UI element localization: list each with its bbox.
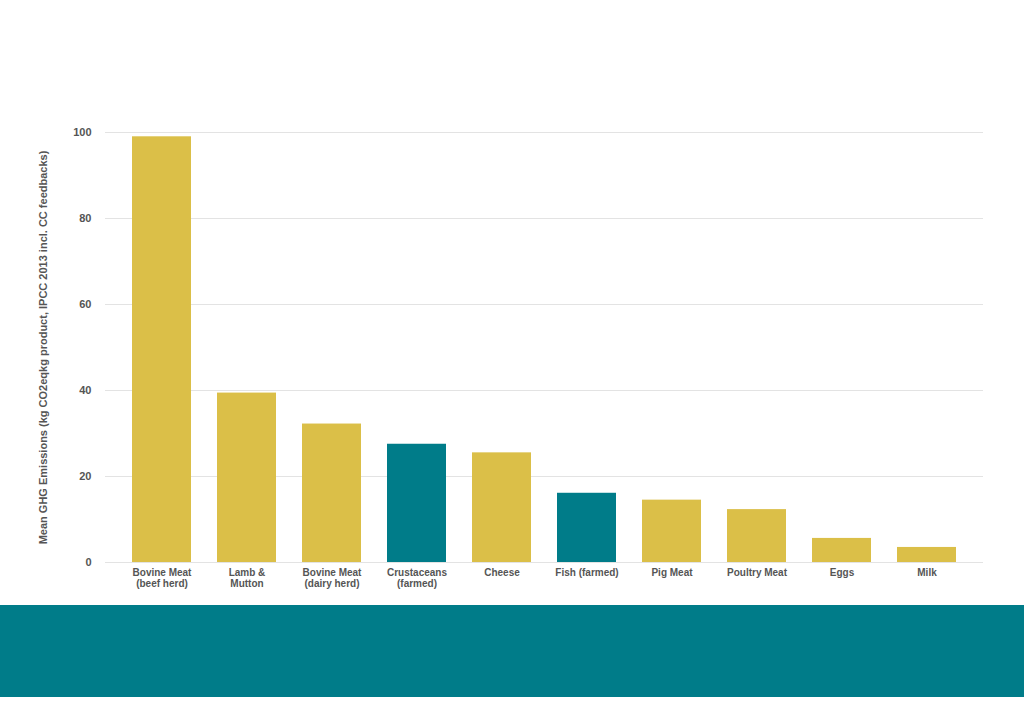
svg-text:20: 20 [79,470,91,482]
svg-text:Cheese: Cheese [484,567,520,578]
svg-text:Bovine Meat(beef herd): Bovine Meat(beef herd) [133,567,193,589]
svg-text:60: 60 [79,298,91,310]
svg-text:Lamb &Mutton: Lamb &Mutton [229,567,266,589]
svg-text:Mean GHG Emissions (kg CO2eqkg: Mean GHG Emissions (kg CO2eqkg product, … [37,150,49,544]
svg-text:Crustaceans(farmed): Crustaceans(farmed) [387,567,447,589]
svg-text:Eggs: Eggs [830,567,855,578]
svg-text:0: 0 [85,556,91,568]
svg-text:Fish (farmed): Fish (farmed) [555,567,618,578]
svg-text:100: 100 [73,126,91,138]
svg-text:Poultry Meat: Poultry Meat [727,567,788,578]
svg-text:Bovine Meat(dairy herd): Bovine Meat(dairy herd) [303,567,363,589]
svg-text:Pig Meat: Pig Meat [651,567,693,578]
svg-text:80: 80 [79,212,91,224]
svg-text:Milk: Milk [917,567,937,578]
svg-text:40: 40 [79,384,91,396]
